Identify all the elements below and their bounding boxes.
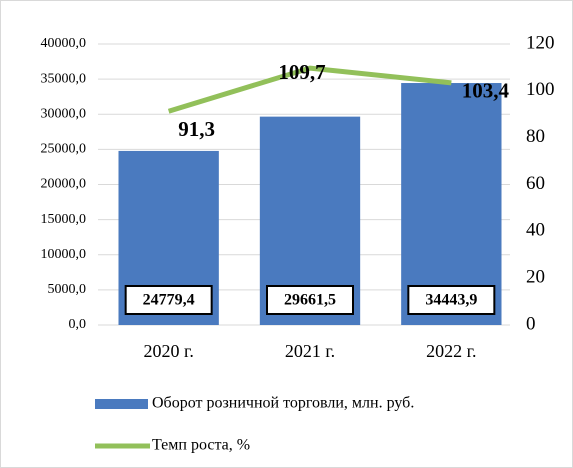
y-tick-label: 15000,0: [41, 212, 87, 227]
y2-tick-label: 40: [526, 220, 545, 241]
y-tick-label: 10000,0: [41, 247, 87, 262]
y-tick-label: 40000,0: [41, 36, 87, 51]
bar: [401, 83, 502, 325]
y2-tick-label: 80: [526, 126, 545, 147]
value-label: 24779,4: [143, 292, 195, 309]
x-tick-label: 2020 г.: [143, 341, 193, 361]
legend-swatch: [95, 399, 148, 409]
value-label-box: [407, 285, 496, 315]
y-tick-label: 25000,0: [41, 142, 87, 157]
y2-tick-label: 0: [526, 313, 536, 334]
line: [167, 65, 452, 114]
y-tick-label: 30000,0: [41, 106, 87, 121]
line-label: 109,7: [278, 60, 325, 84]
y2-tick-label: 20: [526, 267, 545, 288]
line-label: 103,4: [462, 79, 510, 103]
y-tick-label: 35000,0: [41, 71, 87, 86]
x-tick-label: 2022 г.: [426, 341, 476, 361]
line-label: 91,3: [178, 117, 215, 141]
y2-tick-label: 120: [526, 32, 555, 53]
y2-tick-label: 100: [526, 79, 555, 100]
y2-tick-label: 60: [526, 173, 545, 194]
y-tick-label: 0,0: [69, 317, 87, 332]
value-label: 29661,5: [284, 292, 336, 309]
value-label: 34443,9: [425, 292, 477, 309]
legend-label: Оборот розничной торговли, млн. руб.: [152, 395, 414, 412]
y-tick-label: 20000,0: [41, 177, 87, 192]
y-tick-label: 5000,0: [48, 282, 87, 297]
legend-label: Темп роста, %: [152, 437, 250, 454]
x-tick-label: 2021 г.: [285, 341, 335, 361]
value-label-box: [266, 285, 354, 315]
value-label-box: [124, 285, 213, 315]
